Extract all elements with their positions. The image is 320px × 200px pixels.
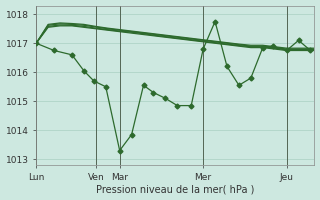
X-axis label: Pression niveau de la mer( hPa ): Pression niveau de la mer( hPa ) [96,184,254,194]
